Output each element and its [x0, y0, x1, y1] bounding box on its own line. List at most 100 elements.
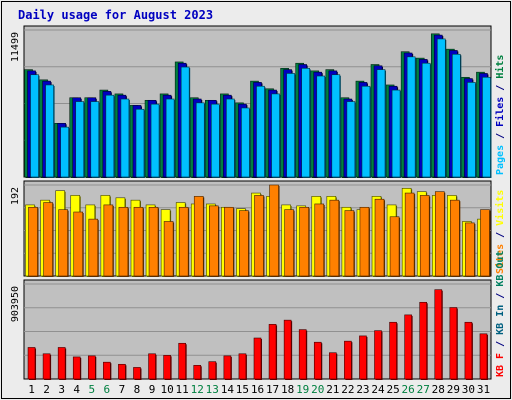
day-label: 7 [119, 383, 126, 396]
day-label: 22 [341, 383, 354, 396]
bar-sites [28, 206, 39, 277]
bar-fill [90, 101, 100, 178]
bar-sites [434, 191, 446, 277]
bar-pages [271, 93, 281, 178]
bar-kb-f [178, 342, 187, 380]
bar-fill [361, 85, 371, 178]
bar-fill [27, 347, 36, 380]
bar-sites [224, 206, 235, 277]
bar-fill [404, 314, 412, 380]
bar-sites [43, 202, 54, 277]
bar-fill [449, 307, 458, 380]
legend-entry: KB F [495, 353, 506, 377]
legend-entry: / [495, 232, 506, 244]
bar-pages [361, 85, 371, 178]
bar-fill [163, 355, 171, 380]
bar-fill [105, 94, 115, 178]
bar-sites [480, 209, 491, 277]
bar-fill [45, 84, 54, 178]
bar-sites [299, 206, 310, 277]
day-label: 26 [402, 383, 415, 396]
bar-fill [467, 82, 476, 178]
bar-fill [313, 341, 322, 380]
bar-kb-f [389, 321, 398, 380]
bar-sites [389, 216, 401, 277]
bar-kb-f [87, 355, 97, 380]
day-label: 1 [28, 383, 35, 396]
bar-pages [105, 94, 115, 178]
bar-kb-f [72, 356, 82, 380]
legend-entry: KB In [495, 305, 506, 341]
bar-sites [419, 195, 431, 277]
bar-kb-f [374, 330, 383, 380]
legend-entry: Visits [494, 190, 506, 232]
day-label: 15 [236, 383, 249, 396]
bar-kb-f [298, 329, 308, 380]
bar-fill [118, 363, 126, 380]
panel-top: 11499 Pages / Files / Hits [10, 25, 506, 179]
bar-pages [406, 56, 417, 178]
bar-pages [165, 98, 176, 178]
bar-sites [254, 195, 265, 277]
day-label: 25 [386, 383, 399, 396]
bar-fill [103, 361, 111, 380]
bar-kb-f [148, 353, 157, 380]
bar-kb-f [133, 367, 142, 380]
bar-kb-f [344, 340, 353, 380]
bar-fill [344, 210, 355, 277]
day-label: 19 [296, 383, 309, 396]
bar-fill [374, 198, 385, 277]
bar-fill [163, 221, 174, 277]
bar-pages [391, 89, 402, 178]
day-label: 29 [447, 383, 460, 396]
bar-fill [452, 53, 461, 178]
bar-kb-f [329, 352, 338, 380]
bar-fill [88, 218, 99, 277]
bar-fill [30, 74, 39, 178]
bar-fill [60, 126, 69, 178]
panel-bottom-ymax-label: 903950 [10, 286, 21, 322]
bar-sites [133, 206, 144, 277]
panel-bottom: 903950 KB F / KB In / KB Out [10, 251, 506, 380]
bar-pages [45, 84, 55, 178]
bar-pages [436, 38, 447, 178]
bar-kb-f [253, 337, 262, 380]
bar-fill [376, 69, 386, 178]
bar-sites [344, 210, 355, 277]
day-label: 24 [371, 383, 385, 396]
bar-fill [148, 353, 156, 380]
bar-fill [450, 199, 460, 277]
bar-fill [178, 206, 189, 277]
bar-fill [72, 356, 81, 380]
bar-fill [211, 103, 220, 178]
bar-pages [316, 75, 326, 178]
bar-fill [434, 191, 445, 277]
bar-sites [193, 196, 205, 277]
bar-sites [359, 206, 370, 277]
day-label: 10 [160, 383, 173, 396]
bar-fill [404, 192, 415, 277]
bar-fill [58, 209, 68, 277]
day-label: 5 [88, 383, 95, 396]
legend-entry: KB Out [495, 251, 506, 293]
day-label: 16 [251, 383, 264, 396]
bar-pages [421, 62, 432, 178]
day-label: 4 [73, 383, 80, 396]
bar-fill [316, 75, 326, 178]
bar-fill [298, 329, 307, 380]
bar-pages [226, 98, 236, 178]
bar-kb-f [404, 314, 413, 380]
panel-bottom-legend: KB F / KB In / KB Out [495, 251, 506, 377]
bar-fill [165, 98, 175, 178]
bar-pages [180, 66, 191, 178]
bar-fill [421, 62, 431, 178]
bar-kb-f [283, 319, 293, 380]
bar-fill [480, 209, 490, 277]
bar-pages [150, 103, 161, 178]
bar-sites [374, 198, 386, 277]
bar-fill [331, 74, 341, 178]
bar-fill [120, 98, 130, 178]
chart-title: Daily usage for August 2023 [18, 8, 213, 22]
day-label: 3 [58, 383, 65, 396]
